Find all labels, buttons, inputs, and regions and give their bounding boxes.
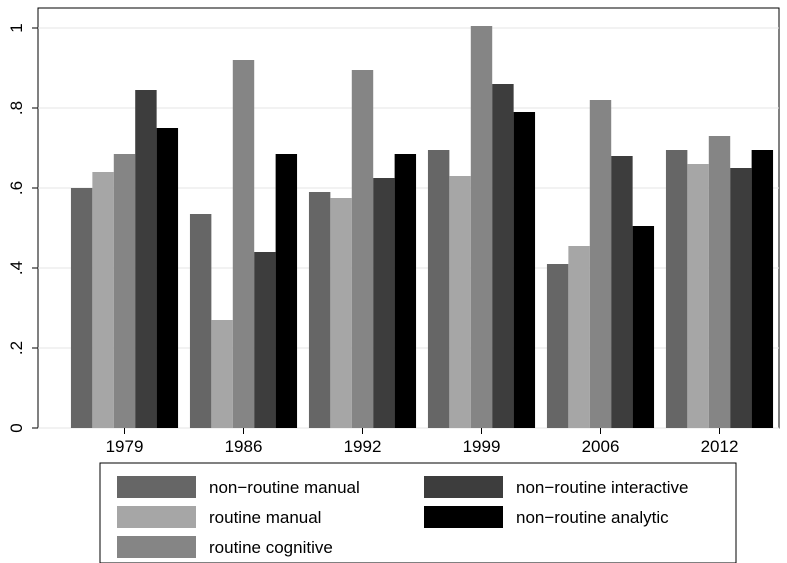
bar — [611, 156, 633, 428]
legend-label: routine cognitive — [209, 538, 333, 557]
x-tick-label: 1986 — [225, 437, 263, 456]
bar — [211, 320, 233, 428]
y-tick-label: 0 — [7, 423, 26, 432]
legend-swatch — [424, 506, 503, 528]
x-tick-label: 1979 — [106, 437, 144, 456]
bar — [275, 154, 298, 428]
legend-label: non−routine analytic — [516, 508, 669, 527]
bar — [70, 188, 93, 428]
bar — [135, 90, 157, 428]
legend: non−routine manual routine manual routine … — [99, 462, 737, 563]
bar — [351, 70, 374, 428]
y-tick-label: .6 — [7, 181, 26, 195]
bar — [156, 128, 179, 428]
bar — [254, 252, 276, 428]
x-tick-label: 1999 — [463, 437, 501, 456]
bar — [330, 198, 352, 428]
legend-swatch — [117, 536, 196, 558]
bar — [589, 100, 612, 428]
bar — [492, 84, 514, 428]
bar — [708, 136, 731, 428]
bar — [632, 226, 655, 428]
y-tick-label: .4 — [7, 261, 26, 275]
axes: 0 .2 .4 .6 .8 1 1979 1986 1992 1999 2006 2012 — [7, 23, 738, 456]
bar — [513, 112, 536, 428]
bar — [113, 154, 136, 428]
bar — [92, 172, 114, 428]
y-tick-label: .8 — [7, 101, 26, 115]
x-tick-label: 1992 — [344, 437, 382, 456]
legend-swatch — [117, 476, 196, 498]
bar — [449, 176, 471, 428]
bar — [189, 214, 212, 428]
bar — [546, 264, 569, 428]
bar — [308, 192, 331, 428]
bar — [751, 150, 774, 428]
legend-label: non−routine manual — [209, 478, 360, 497]
legend-swatch — [424, 476, 503, 498]
y-tick-label: 1 — [7, 23, 26, 32]
x-tick-label: 2006 — [582, 437, 620, 456]
x-tick-label: 2012 — [701, 437, 739, 456]
bar — [394, 154, 417, 428]
legend-label: non−routine interactive — [516, 478, 688, 497]
bar — [730, 168, 752, 428]
legend-swatch — [117, 506, 196, 528]
bars — [70, 26, 774, 428]
y-tick-label: .2 — [7, 341, 26, 355]
bar — [232, 60, 255, 428]
bar — [470, 26, 493, 428]
legend-box — [99, 462, 737, 563]
bar — [568, 246, 590, 428]
legend-label: routine manual — [209, 508, 321, 527]
bar — [665, 150, 688, 428]
bar — [427, 150, 450, 428]
bar — [373, 178, 395, 428]
bar — [687, 164, 709, 428]
